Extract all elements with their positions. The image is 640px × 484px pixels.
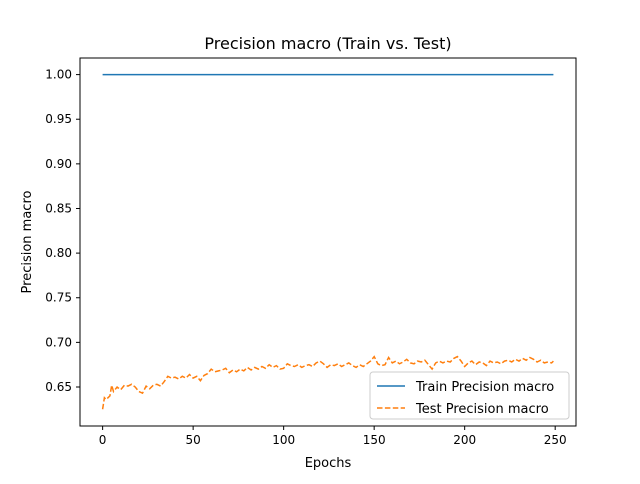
- legend-box: [369, 371, 570, 420]
- plot-frame: [79, 57, 577, 427]
- y-tick-label: 0.75: [45, 291, 72, 305]
- x-tick-label: 150: [363, 433, 386, 447]
- x-axis-label: Epochs: [305, 456, 352, 471]
- legend-label-test: Test Precision macro: [415, 402, 549, 417]
- x-tick-label: 50: [185, 433, 200, 447]
- y-tick-label: 1.00: [45, 68, 72, 82]
- y-tick-label: 0.80: [45, 246, 72, 260]
- legend: Train Precision macro Test Precision mac…: [369, 371, 570, 420]
- legend-label-train: Train Precision macro: [415, 380, 554, 395]
- x-tick-label: 200: [453, 433, 476, 447]
- x-tick-label: 100: [272, 433, 295, 447]
- y-tick-label: 0.85: [45, 201, 72, 215]
- x-tick-label: 0: [99, 433, 107, 447]
- y-axis-label: Precision macro: [20, 190, 35, 293]
- y-tick-label: 0.70: [45, 335, 72, 349]
- y-tick-label: 0.95: [45, 112, 72, 126]
- y-tick-label: 0.90: [45, 157, 72, 171]
- y-tick-label: 0.65: [45, 380, 72, 394]
- chart-title: Precision macro (Train vs. Test): [204, 34, 451, 53]
- x-tick-label: 250: [544, 433, 567, 447]
- series-line-test: [101, 355, 554, 410]
